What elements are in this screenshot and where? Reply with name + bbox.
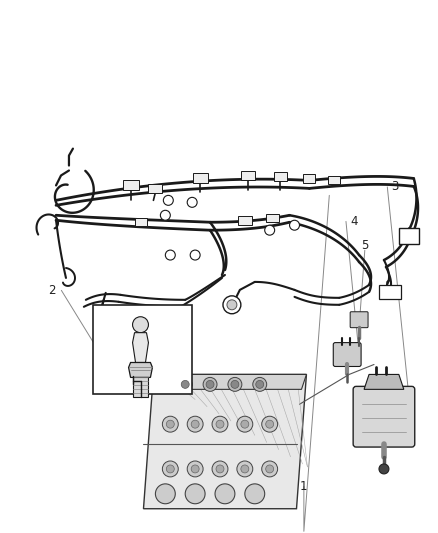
Bar bbox=[328, 176, 340, 184]
Circle shape bbox=[215, 484, 235, 504]
Circle shape bbox=[379, 464, 389, 474]
Bar bbox=[241, 172, 255, 181]
Circle shape bbox=[203, 377, 217, 391]
Circle shape bbox=[231, 381, 239, 389]
Circle shape bbox=[290, 220, 300, 230]
Circle shape bbox=[216, 420, 224, 428]
Bar bbox=[123, 181, 138, 190]
Polygon shape bbox=[364, 375, 404, 389]
Polygon shape bbox=[144, 375, 307, 508]
Circle shape bbox=[253, 377, 267, 391]
Circle shape bbox=[166, 420, 174, 428]
Circle shape bbox=[237, 461, 253, 477]
Circle shape bbox=[216, 465, 224, 473]
Text: 5: 5 bbox=[361, 239, 368, 252]
Circle shape bbox=[162, 461, 178, 477]
Polygon shape bbox=[133, 333, 148, 362]
FancyBboxPatch shape bbox=[333, 343, 361, 367]
Circle shape bbox=[187, 197, 197, 207]
Circle shape bbox=[227, 300, 237, 310]
Bar bbox=[193, 173, 208, 183]
Bar bbox=[274, 173, 286, 181]
FancyBboxPatch shape bbox=[353, 386, 415, 447]
Circle shape bbox=[178, 377, 192, 391]
Circle shape bbox=[160, 211, 170, 220]
Circle shape bbox=[163, 196, 173, 205]
Circle shape bbox=[181, 381, 189, 389]
Circle shape bbox=[212, 461, 228, 477]
Bar bbox=[266, 214, 279, 222]
Circle shape bbox=[206, 381, 214, 389]
Circle shape bbox=[185, 484, 205, 504]
Circle shape bbox=[191, 465, 199, 473]
Circle shape bbox=[223, 296, 241, 314]
Bar bbox=[134, 218, 148, 226]
Bar bbox=[379, 285, 401, 299]
Circle shape bbox=[266, 420, 274, 428]
Bar bbox=[93, 305, 192, 394]
Circle shape bbox=[237, 416, 253, 432]
Circle shape bbox=[265, 225, 275, 235]
Circle shape bbox=[241, 465, 249, 473]
Circle shape bbox=[262, 416, 278, 432]
Circle shape bbox=[212, 416, 228, 432]
Circle shape bbox=[245, 484, 265, 504]
Polygon shape bbox=[148, 375, 307, 389]
Text: 1: 1 bbox=[300, 480, 307, 493]
Circle shape bbox=[166, 465, 174, 473]
Polygon shape bbox=[129, 362, 152, 377]
Circle shape bbox=[241, 420, 249, 428]
Circle shape bbox=[155, 484, 175, 504]
Circle shape bbox=[165, 250, 175, 260]
Text: 3: 3 bbox=[392, 181, 399, 193]
Circle shape bbox=[266, 465, 274, 473]
Text: 2: 2 bbox=[48, 284, 55, 297]
Text: 4: 4 bbox=[350, 215, 358, 228]
FancyBboxPatch shape bbox=[350, 312, 368, 328]
Circle shape bbox=[187, 461, 203, 477]
Circle shape bbox=[133, 317, 148, 333]
Bar bbox=[238, 216, 252, 225]
Circle shape bbox=[191, 420, 199, 428]
Circle shape bbox=[228, 377, 242, 391]
Bar bbox=[148, 184, 162, 193]
Circle shape bbox=[262, 461, 278, 477]
Circle shape bbox=[162, 416, 178, 432]
Bar bbox=[304, 174, 315, 183]
Bar bbox=[399, 228, 419, 244]
Circle shape bbox=[190, 250, 200, 260]
Circle shape bbox=[256, 381, 264, 389]
Bar bbox=[133, 377, 148, 397]
Circle shape bbox=[187, 416, 203, 432]
